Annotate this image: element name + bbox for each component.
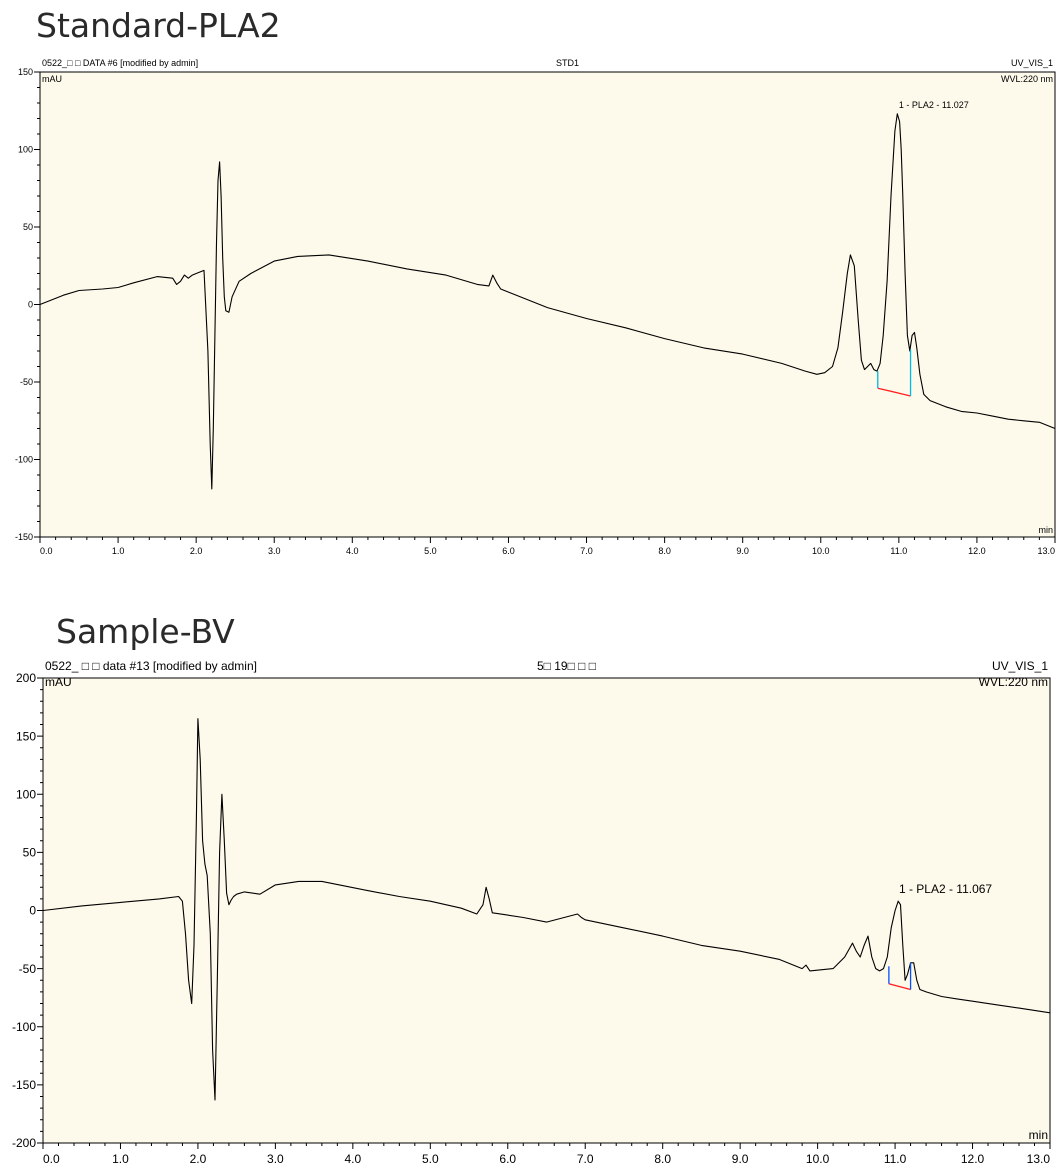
header-left-label: 0522_□ □ DATA #6 [modified by admin] — [42, 58, 198, 68]
y-tick-label: 50 — [23, 222, 33, 232]
x-axis-unit-label: min — [1029, 1128, 1048, 1142]
y-tick-label: -150 — [12, 1078, 36, 1092]
x-tick-label: 6.0 — [499, 1152, 516, 1166]
x-tick-label: 3.0 — [268, 546, 281, 556]
y-tick-label: 200 — [16, 671, 36, 685]
y-tick-label: 0 — [28, 300, 33, 310]
integration-baseline — [877, 387, 911, 397]
x-tick-label: 10.0 — [806, 1152, 830, 1166]
x-tick-label: 6.0 — [502, 546, 515, 556]
y-tick-label: -50 — [19, 962, 37, 976]
y-tick-label: 50 — [23, 846, 37, 860]
y-tick-label: -150 — [15, 532, 33, 542]
y-tick-label: -100 — [15, 455, 33, 465]
x-tick-label: 8.0 — [658, 546, 671, 556]
x-tick-label: 12.0 — [968, 546, 986, 556]
x-tick-label: 11.0 — [884, 1152, 907, 1166]
y-tick-label: -100 — [12, 1020, 36, 1034]
x-tick-label: 7.0 — [580, 546, 593, 556]
chromatogram-chart-sample: 0522_ □ □ data #13 [modified by admin] 5□… — [12, 659, 1051, 1166]
wavelength-label: WVL:220 nm — [979, 675, 1048, 689]
y-tick-label: 150 — [16, 729, 36, 743]
x-tick-label: 10.0 — [812, 546, 830, 556]
x-tick-label: 2.0 — [190, 1152, 207, 1166]
x-tick-label: 7.0 — [577, 1152, 594, 1166]
x-tick-label: 0.0 — [43, 1152, 60, 1166]
chromatogram-trace — [42, 718, 1051, 1101]
y-tick-label: -50 — [20, 377, 33, 387]
y-axis-unit-label: mAU — [42, 74, 62, 84]
x-tick-label: 13.0 — [1027, 1152, 1051, 1166]
x-tick-label: 4.0 — [345, 1152, 362, 1166]
plot-area — [39, 71, 1056, 538]
x-tick-label: 13.0 — [1037, 546, 1055, 556]
x-tick-label: 9.0 — [736, 546, 749, 556]
chromatogram-panel-sample: Sample-BV 0522_ □ □ data #13 [modified b… — [0, 598, 1064, 1174]
y-tick-label: 100 — [16, 787, 36, 801]
x-tick-label: 5.0 — [424, 546, 437, 556]
x-axis-unit-label: min — [1038, 525, 1053, 535]
x-tick-label: 4.0 — [346, 546, 359, 556]
peak-label: 1 - PLA2 - 11.027 — [899, 100, 969, 110]
y-tick-label: -200 — [12, 1136, 36, 1150]
x-tick-label: 12.0 — [961, 1152, 985, 1166]
peak-label: 1 - PLA2 - 11.067 — [899, 882, 992, 896]
x-tick-label: 3.0 — [267, 1152, 284, 1166]
x-tick-label: 2.0 — [190, 546, 203, 556]
y-axis-unit-label: mAU — [45, 675, 72, 689]
x-tick-label: 9.0 — [732, 1152, 749, 1166]
chromatogram-trace — [39, 113, 1056, 490]
chromatogram-panel-standard: Standard-PLA2 0522_□ □ DATA #6 [modified… — [0, 0, 1064, 568]
header-right-label: UV_VIS_1 — [992, 659, 1048, 673]
x-tick-label: 1.0 — [112, 546, 125, 556]
plot-area — [42, 677, 1051, 1144]
panel-title: Sample-BV — [56, 612, 235, 651]
header-center-label: 5□ 19□ □ □ — [537, 659, 596, 673]
y-tick-label: 0 — [29, 904, 36, 918]
wavelength-label: WVL:220 nm — [1001, 74, 1053, 84]
header-right-label: UV_VIS_1 — [1011, 58, 1053, 68]
x-tick-label: 5.0 — [422, 1152, 439, 1166]
chromatogram-chart-standard: 0522_□ □ DATA #6 [modified by admin] STD1… — [15, 58, 1056, 556]
x-tick-label: 0.0 — [40, 546, 53, 556]
panel-title: Standard-PLA2 — [36, 6, 281, 45]
x-tick-label: 11.0 — [890, 546, 907, 556]
y-tick-label: 100 — [18, 145, 33, 155]
header-left-label: 0522_ □ □ data #13 [modified by admin] — [45, 659, 257, 673]
x-tick-label: 1.0 — [112, 1152, 129, 1166]
y-tick-label: 150 — [18, 67, 33, 77]
header-center-label: STD1 — [556, 58, 579, 68]
x-tick-label: 8.0 — [654, 1152, 671, 1166]
integration-baseline — [888, 983, 911, 991]
